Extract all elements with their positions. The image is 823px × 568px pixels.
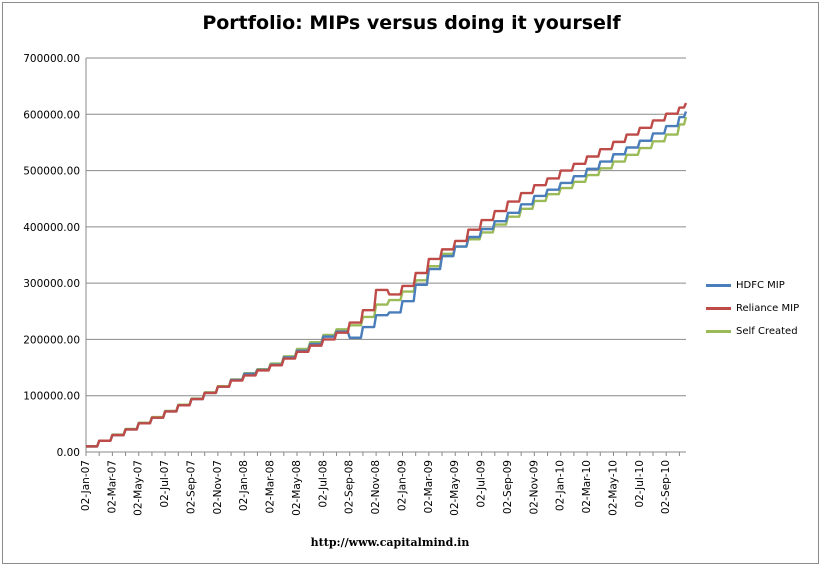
legend-swatch-self — [706, 330, 731, 333]
legend-label-self: Self Created — [736, 326, 798, 337]
x-tick-label: 02-Nov-07 — [212, 460, 224, 515]
legend-swatch-hdfc — [706, 284, 731, 287]
legend-item-reliance: Reliance MIP — [706, 297, 799, 320]
x-tick-label: 02-Sep-10 — [660, 460, 672, 514]
x-tick-label: 02-May-07 — [133, 460, 145, 516]
y-tick-label: 0.00 — [57, 447, 80, 459]
series-line-reliance-mip — [86, 102, 688, 448]
x-tick-label: 02-May-09 — [449, 460, 461, 516]
x-tick-label: 02-Sep-09 — [502, 460, 514, 514]
x-tick-label: 02-Mar-07 — [106, 460, 118, 513]
series-line-self-created — [86, 116, 688, 448]
legend-item-self: Self Created — [706, 320, 799, 343]
x-tick-label: 02-Jan-10 — [555, 460, 567, 511]
legend-label-reliance: Reliance MIP — [736, 303, 800, 314]
x-tick-label: 02-Nov-08 — [370, 460, 382, 515]
x-tick-label: 02-Nov-09 — [528, 460, 540, 515]
y-tick-label: 100000.00 — [23, 391, 80, 403]
x-tick-label: 02-Sep-08 — [344, 460, 356, 514]
legend-label-hdfc: HDFC MIP — [736, 280, 785, 291]
chart-legend: HDFC MIP Reliance MIP Self Created — [706, 274, 799, 343]
x-tick-label: 02-Sep-07 — [185, 460, 197, 514]
y-tick-label: 600000.00 — [23, 109, 80, 121]
legend-swatch-reliance — [706, 307, 731, 310]
y-tick-label: 700000.00 — [23, 53, 80, 65]
x-tick-label: 02-Jan-07 — [80, 460, 92, 511]
legend-item-hdfc: HDFC MIP — [706, 274, 799, 297]
source-url: http://www.capitalmind.in — [310, 536, 470, 549]
y-tick-label: 200000.00 — [23, 334, 80, 346]
x-tick-label: 02-Jul-10 — [634, 460, 646, 508]
x-tick-label: 02-Jul-09 — [476, 460, 488, 508]
y-tick-label: 400000.00 — [23, 222, 80, 234]
x-tick-label: 02-Jan-08 — [238, 460, 250, 511]
y-tick-label: 300000.00 — [23, 278, 80, 290]
chart-title: Portfolio: MIPs versus doing it yourself — [202, 12, 621, 34]
y-tick-label: 500000.00 — [23, 166, 80, 178]
x-tick-label: 02-May-08 — [291, 460, 303, 516]
x-tick-label: 02-May-10 — [607, 460, 619, 516]
x-tick-label: 02-Mar-09 — [423, 460, 435, 513]
x-tick-label: 02-Jul-07 — [159, 460, 171, 508]
x-tick-label: 02-Mar-08 — [265, 460, 277, 513]
x-tick-label: 02-Mar-10 — [581, 460, 593, 513]
x-tick-label: 02-Jul-08 — [317, 460, 329, 508]
x-tick-label: 02-Jan-09 — [396, 460, 408, 511]
